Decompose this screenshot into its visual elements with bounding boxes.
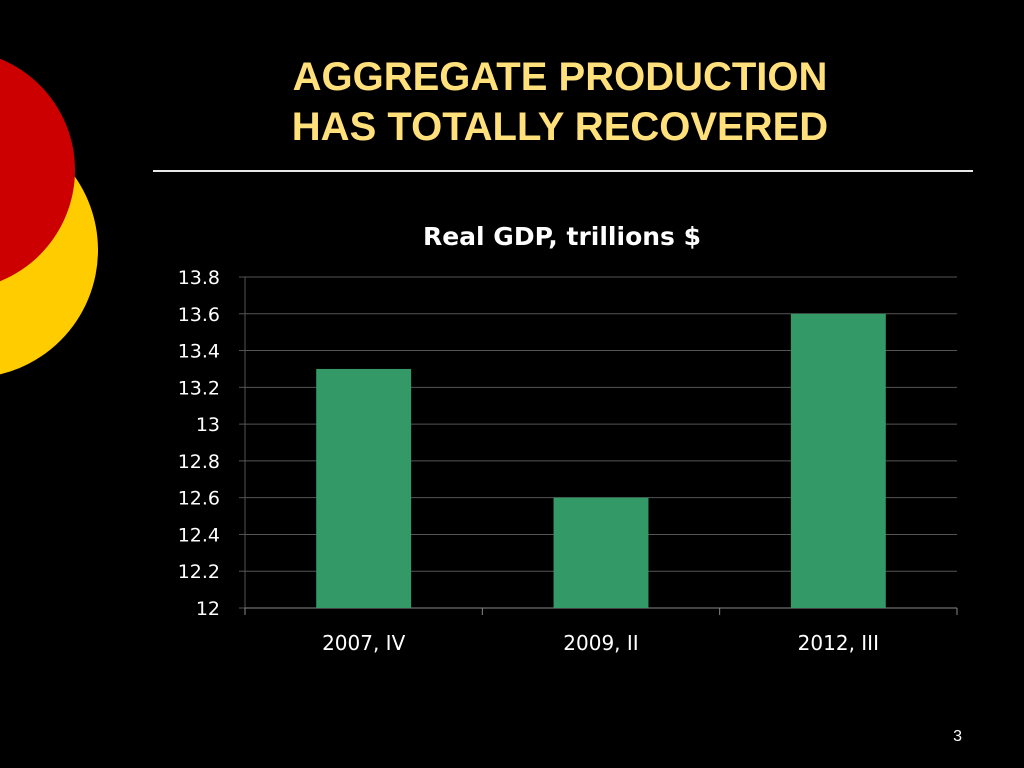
page-number: 3: [953, 728, 962, 745]
slide-title-line-2: HAS TOTALLY RECOVERED: [291, 105, 829, 149]
slide-title: AGGREGATE PRODUCTION HAS TOTALLY RECOVER…: [150, 52, 970, 152]
decorative-circles: [0, 58, 98, 375]
y-tick-label: 12.2: [178, 561, 220, 583]
y-tick-label: 13.6: [178, 304, 220, 326]
y-tick-labels: 12 12.2 12.4 12.6 12.8 13 13.2 13.4 13.6 13.8: [178, 267, 220, 620]
chart-title: Real GDP, trillions $: [423, 222, 701, 251]
red-circle-shape: [0, 58, 75, 282]
slide-title-line-1: AGGREGATE PRODUCTION: [292, 55, 828, 99]
bars: [316, 313, 886, 608]
bar: [316, 368, 412, 608]
x-tick-label: 2007, IV: [322, 631, 406, 655]
bar: [553, 497, 649, 608]
title-divider: [153, 170, 973, 172]
x-tick-label: 2009, II: [563, 631, 638, 655]
y-tick-label: 12: [196, 598, 220, 620]
y-tick-label: 12.8: [178, 451, 220, 473]
y-tick-label: 12.6: [178, 488, 220, 510]
y-tick-label: 13.4: [178, 341, 220, 363]
y-tick-label: 13.8: [178, 267, 220, 289]
y-tick-label: 13.2: [178, 377, 220, 399]
y-tick-label: 13: [196, 414, 220, 436]
x-tick-labels: 2007, IV 2009, II 2012, III: [322, 631, 879, 655]
y-tick-label: 12.4: [178, 524, 220, 546]
x-tick-label: 2012, III: [798, 631, 879, 655]
bar: [790, 313, 886, 608]
